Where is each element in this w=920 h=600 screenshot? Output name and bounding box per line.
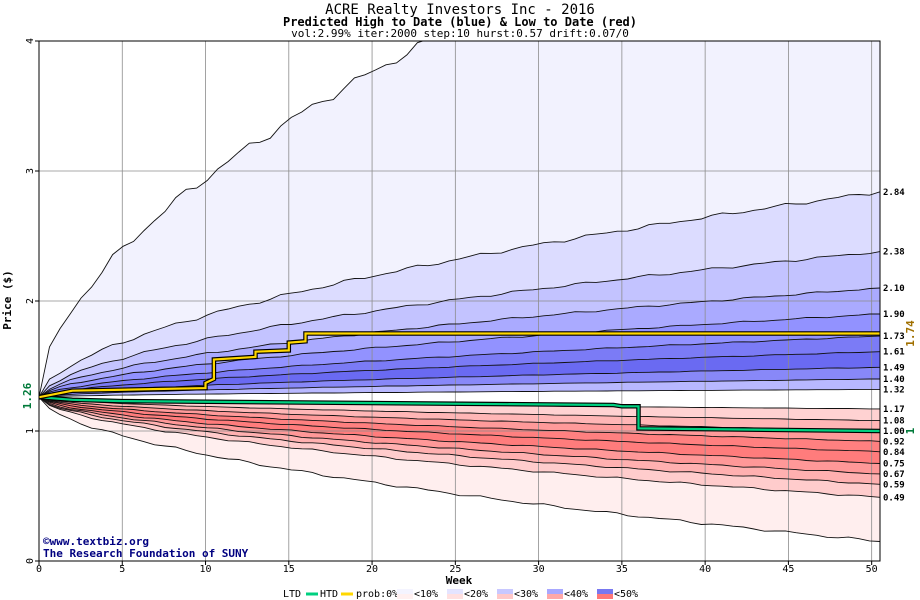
high-band-3 [39, 251, 880, 398]
high-percentile-line-3 [39, 251, 880, 398]
x-tick-label: 30 [533, 564, 545, 575]
low-percentile-line-5 [39, 396, 880, 453]
low-percentile-line-2 [39, 396, 880, 422]
legend-bin-high-swatch [597, 589, 613, 594]
legend-bin-high-swatch [497, 589, 513, 594]
low-percentile-line-4 [39, 396, 880, 442]
x-tick-label: 40 [699, 564, 711, 575]
end-value-label: 2.10 [883, 284, 905, 294]
low-percentile-line-7 [39, 396, 880, 475]
x-tick-label: 0 [36, 564, 42, 575]
end-value-label: 1.17 [883, 405, 905, 415]
legend-bin-low-swatch [597, 594, 613, 599]
legend-ltd-label: LTD [283, 589, 301, 600]
end-value-label: 2.38 [883, 248, 905, 258]
x-tick-label: 50 [866, 564, 878, 575]
end-value-label: 1.32 [883, 385, 905, 395]
low-percentile-line-10 [39, 396, 880, 542]
end-value-label: 0.75 [883, 460, 905, 470]
y-tick-label: 0 [25, 558, 36, 564]
legend-bin-label: <50% [614, 589, 638, 600]
legend-htd-label: HTD [320, 589, 338, 600]
high-band-9 [39, 379, 880, 398]
ltd-value-label: 1 [904, 427, 917, 434]
x-tick-label: 15 [283, 564, 295, 575]
legend-bin-low-swatch [497, 594, 513, 599]
legend-bin-low-swatch [547, 594, 563, 599]
end-value-label: 1.61 [883, 348, 905, 358]
legend-prob-label: prob:0% [356, 589, 398, 600]
y-axis-label: Price ($) [1, 270, 14, 330]
low-percentile-line-9 [39, 396, 880, 498]
legend-bin-label: <10% [414, 589, 438, 600]
high-band-1 [39, 41, 880, 398]
legend-bin-label: <40% [564, 589, 588, 600]
low-band-6 [39, 397, 880, 474]
end-value-label: 0.49 [883, 493, 905, 503]
x-tick-label: 20 [366, 564, 378, 575]
y-tick-label: 1 [25, 428, 36, 434]
start-price-label: 1.26 [21, 382, 34, 409]
series-lines [39, 41, 880, 542]
credit-organization: The Research Foundation of SUNY [43, 547, 249, 560]
legend-bin-label: <30% [514, 589, 538, 600]
high-band-2 [39, 191, 880, 398]
legend-bin-high-swatch [447, 589, 463, 594]
high-band-6 [39, 336, 880, 398]
end-value-label: 0.84 [883, 448, 905, 458]
x-tick-label: 25 [449, 564, 461, 575]
x-axis-label: Week [446, 574, 473, 587]
high-band-4 [39, 288, 880, 398]
end-labels: 2.84 2.38 2.10 1.90 1.73 1.61 1.49 1.401.32 1.17… [883, 188, 917, 503]
end-value-label: 0.67 [883, 470, 905, 480]
high-percentile-line-1 [39, 41, 425, 398]
end-value-label: 1.49 [883, 363, 905, 373]
legend-bin-low-swatch [447, 594, 463, 599]
x-tick-label: 10 [200, 564, 212, 575]
end-value-label: 1.90 [883, 310, 905, 320]
credit-website: ©www.textbiz.org [43, 535, 149, 548]
legend-bin-label: <20% [464, 589, 488, 600]
legend: LTD HTD prob:0% <10% <20% <30% <40% <50% [283, 589, 638, 600]
htd-line [39, 332, 880, 399]
axes: 0 5 10 15 20 25 30 35 40 45 50 0 1 2 3 4 [25, 38, 881, 575]
legend-bin-high-swatch [397, 589, 413, 594]
chart-subtitle: Predicted High to Date (blue) & Low to D… [283, 15, 637, 29]
high-percentile-line-5 [39, 313, 880, 398]
low-band-2 [39, 397, 880, 431]
low-band-5 [39, 397, 880, 464]
x-tick-label: 5 [119, 564, 125, 575]
low-percentile-line-8 [39, 396, 880, 485]
legend-bin-low-swatch [397, 594, 413, 599]
chart-title: ACRE Realty Investors Inc - 2016 [325, 2, 595, 18]
high-percentile-line-6 [39, 335, 880, 398]
x-tick-label: 35 [616, 564, 628, 575]
x-tick-label: 45 [782, 564, 794, 575]
high-percentile-line-7 [39, 351, 880, 398]
high-percentile-line-2 [39, 191, 880, 398]
high-band-7 [39, 351, 880, 398]
y-tick-label: 3 [25, 168, 36, 174]
low-band-7 [39, 397, 880, 485]
end-value-label: 2.84 [883, 188, 905, 198]
low-band-9 [39, 397, 880, 542]
low-band-4 [39, 397, 880, 452]
htd-value-label: 1.74 [904, 320, 917, 347]
end-value-label: 1.73 [883, 332, 905, 342]
high-percentile-line-10 [39, 388, 880, 398]
end-value-label: 1.00 [883, 427, 905, 437]
y-tick-label: 2 [25, 298, 36, 304]
end-value-label: 1.08 [883, 417, 905, 427]
chart-parameters: vol:2.99% iter:2000 step:10 hurst:0.57 d… [291, 27, 629, 40]
high-percentile-line-4 [39, 287, 880, 398]
legend-bin-high-swatch [547, 589, 563, 594]
high-band-8 [39, 367, 880, 398]
end-value-label: 1.40 [883, 375, 905, 385]
end-value-label: 0.92 [883, 437, 905, 447]
y-tick-label: 4 [25, 38, 36, 44]
low-percentile-line-6 [39, 396, 880, 464]
end-value-label: 0.59 [883, 480, 905, 490]
ltd-line [39, 396, 880, 433]
